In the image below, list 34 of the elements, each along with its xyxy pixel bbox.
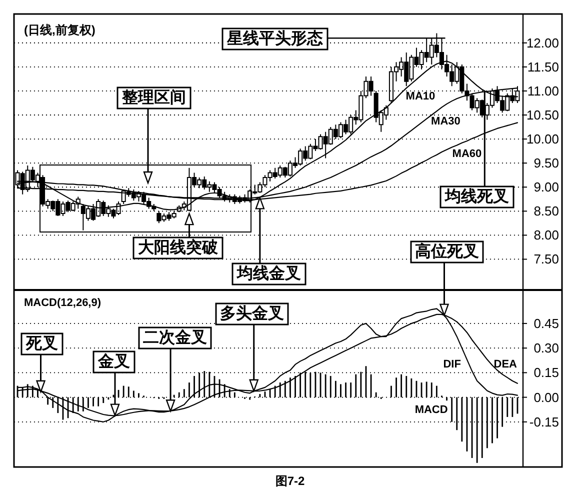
y-tick-label: 9.00 (534, 180, 559, 195)
annotation: 均线金叉 (236, 264, 301, 282)
series-label: DEA (494, 358, 518, 371)
y-tick-label: 12.00 (526, 35, 559, 50)
series-label: MA10 (406, 90, 436, 102)
annotation: 均线死叉 (444, 188, 509, 206)
annotation: 大阳线突破 (138, 238, 219, 256)
annotation: 二次金叉 (143, 328, 207, 346)
text: MACD(12,26,9) (24, 297, 102, 309)
y-tick-label: 10.50 (526, 108, 559, 122)
y-tick-label: -0.15 (529, 414, 559, 430)
y-tick-label: 0.45 (534, 316, 559, 331)
y-tick-label: 10.00 (526, 132, 559, 147)
y-tick-label: 11.50 (527, 59, 559, 74)
annotation: 星线平头形态 (226, 30, 323, 48)
y-tick-label: 8.50 (534, 204, 559, 219)
annotation: 多头金叉 (220, 304, 284, 322)
y-tick-label: 11.00 (527, 83, 559, 98)
y-tick-label: 9.50 (534, 156, 559, 171)
series-label: MA60 (452, 148, 482, 160)
text: (日线,前复权) (24, 23, 96, 37)
series-label: MACD (414, 404, 448, 416)
y-tick-label: 0.00 (534, 390, 559, 405)
annotation: 金叉 (97, 352, 130, 370)
y-tick-label: 8.00 (534, 228, 559, 243)
series-label: MA30 (431, 115, 460, 128)
caption: 图7-2 (275, 474, 305, 488)
y-tick-label: 7.50 (534, 252, 559, 267)
y-tick-label: 0.30 (534, 340, 559, 356)
y-tick-label: 0.15 (534, 365, 559, 380)
annotation: 死叉 (25, 336, 58, 352)
annotation: 高位死叉 (415, 242, 479, 260)
series-label: DIF (443, 358, 462, 371)
annotation: 整理区间 (121, 88, 186, 106)
